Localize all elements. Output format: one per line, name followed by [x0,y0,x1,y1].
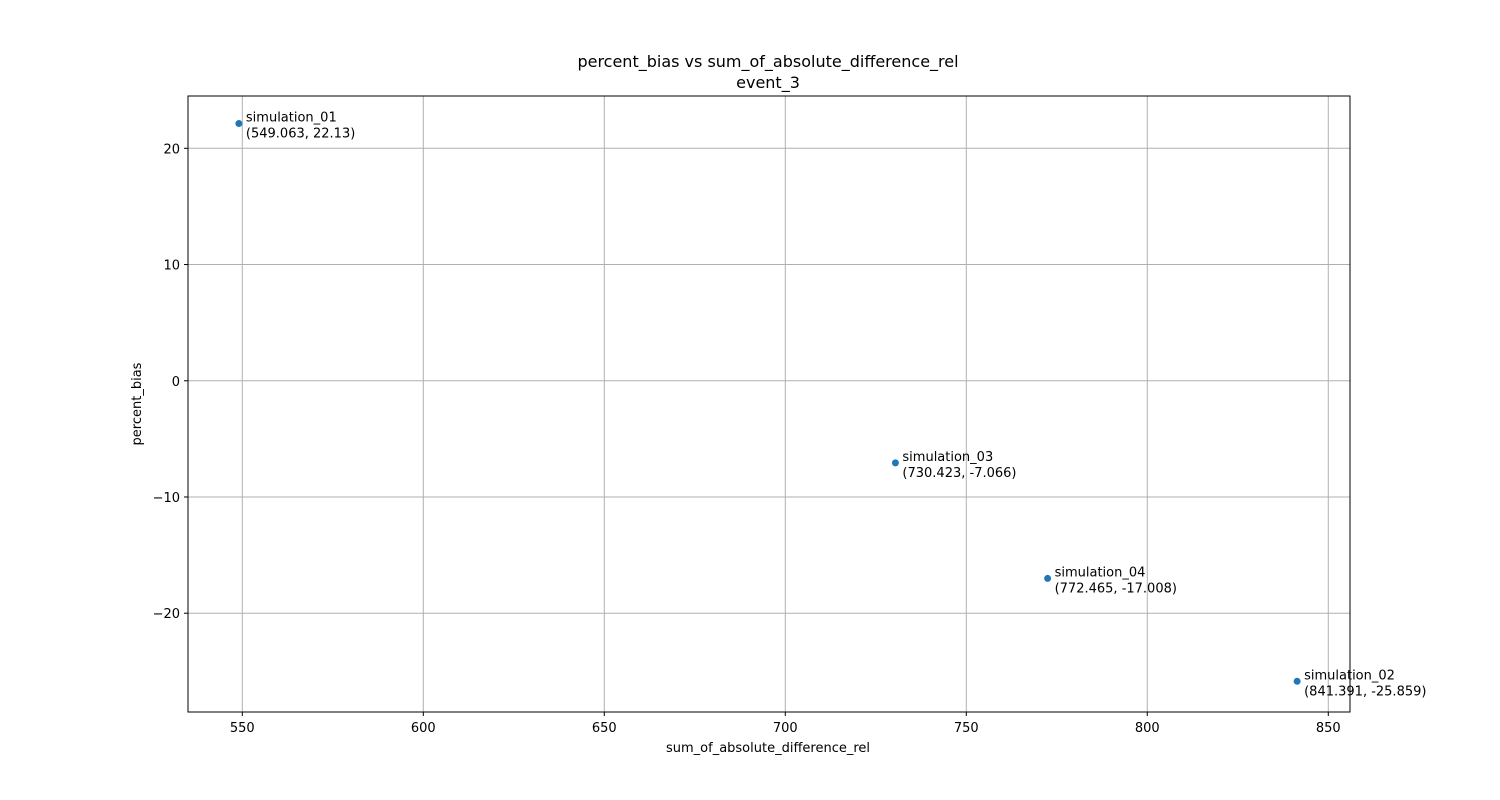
x-tick-label: 600 [411,721,436,736]
point-name-label: simulation_02 [1304,668,1395,683]
y-tick-label: 10 [163,259,180,274]
y-axis-label: percent_bias [130,362,145,445]
point-coordinate-label: (772.465, -17.008) [1055,581,1177,596]
point-coordinate-label: (841.391, -25.859) [1304,684,1426,699]
data-point [235,120,243,128]
data-point [891,459,899,467]
point-coordinate-label: (549.063, 22.13) [246,127,355,142]
chart-subtitle: event_3 [736,73,800,93]
data-point [1293,677,1301,685]
y-tick-label: 20 [163,142,180,157]
x-tick-label: 750 [954,721,979,736]
data-points: simulation_01(549.063, 22.13) simulation_… [235,111,1426,699]
y-tick-label: −10 [153,491,180,506]
grid [188,96,1350,712]
x-tick-label: 650 [592,721,617,736]
x-tick-label: 800 [1135,721,1160,736]
point-name-label: simulation_04 [1055,565,1146,580]
point-coordinate-label: (730.423, -7.066) [902,466,1016,481]
chart-title: percent_bias vs sum_of_absolute_differen… [577,52,958,72]
point-name-label: simulation_03 [902,450,993,465]
point-name-label: simulation_01 [246,111,337,126]
plot-area-frame [187,95,1351,713]
y-tick-label: 0 [172,375,180,390]
x-tick-label: 550 [230,721,255,736]
y-tick-label: −20 [153,607,180,622]
data-point [1044,574,1052,582]
axis-ticks: 550 600 650 700 750 800 850 −20 −10 0 10 20 [153,142,1341,736]
x-axis-label: sum_of_absolute_difference_rel [666,741,870,756]
x-tick-label: 850 [1316,721,1341,736]
x-tick-label: 700 [773,721,798,736]
